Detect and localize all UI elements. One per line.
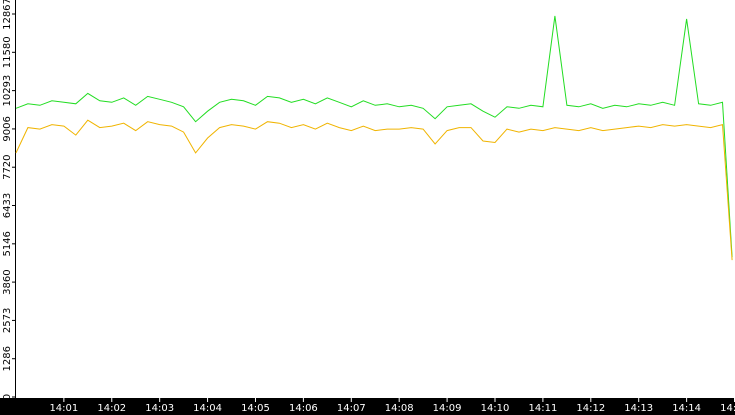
y-tick-label: 1286 [2,346,13,371]
x-tick-label: 14:06 [289,403,318,414]
y-tick-label: 3860 [2,269,13,294]
x-axis-band [0,398,735,415]
x-tick-label: 14:01 [49,403,78,414]
y-tick-label: 5146 [2,231,13,256]
y-tick-label: 11580 [2,36,13,68]
x-tick-label: 14:13 [624,403,653,414]
y-tick-label: 0 [2,394,13,400]
x-tick-label: 14:14 [672,403,701,414]
x-tick-label: 14:11 [528,403,557,414]
x-tick-label: 14:09 [433,403,462,414]
x-tick-label: 14:03 [145,403,174,414]
x-tick-label: 14:12 [576,403,605,414]
y-tick-label: 12867 [2,0,13,30]
y-tick-label: 9006 [2,116,13,141]
x-tick-label: 14:05 [241,403,270,414]
series-line [15,15,733,258]
y-tick-label: 2573 [2,308,13,333]
x-tick-label: 14:15 [720,403,735,414]
x-tick-label: 14:08 [385,403,414,414]
x-tick-label: 14:07 [337,403,366,414]
x-tick-label: 14:10 [481,403,510,414]
y-tick-label: 6433 [2,193,13,218]
series-line [15,119,733,261]
x-tick-label: 14:04 [193,403,222,414]
y-tick-label: 7720 [2,154,13,179]
y-tick-label: 10293 [2,75,13,107]
x-tick-label: 14:02 [97,403,126,414]
